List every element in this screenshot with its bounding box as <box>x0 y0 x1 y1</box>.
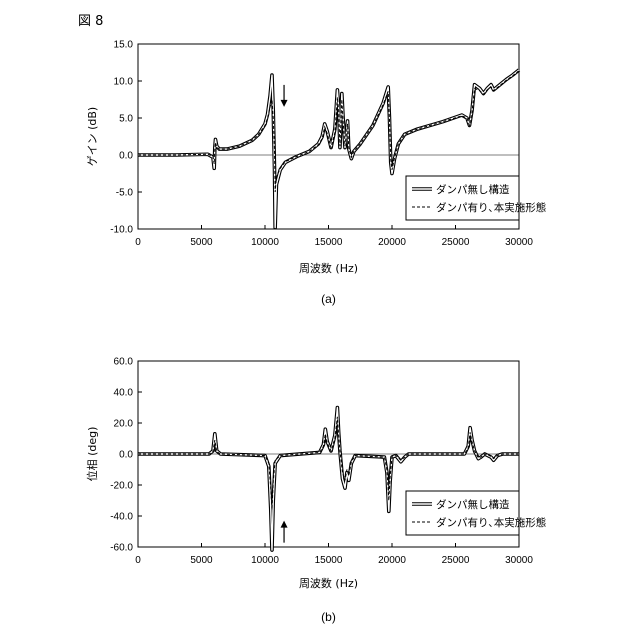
legend: ダンパ無し構造ダンパ有り､本実施形態 <box>406 176 546 220</box>
arrow-head <box>281 521 288 528</box>
annotation-arrow <box>281 85 288 107</box>
x-tick-label: 20000 <box>378 555 406 566</box>
legend-label: ダンパ無し構造 <box>436 498 510 511</box>
y-tick-label: -10.0 <box>110 225 133 236</box>
x-axis-label: 周波数 (Hz) <box>299 577 358 590</box>
x-tick-label: 30000 <box>505 237 533 248</box>
x-tick-label: 20000 <box>378 237 406 248</box>
annotation-arrow <box>281 521 288 543</box>
x-tick-label: 5000 <box>190 555 213 566</box>
y-tick-label: -40.0 <box>110 512 133 523</box>
chart-b: 0 5000 10000 15000 20000 25000 30000 -60.0 -40.0… <box>85 357 546 625</box>
x-tick-label: 0 <box>135 237 141 248</box>
x-tick-label: 0 <box>135 555 141 566</box>
y-tick-label: -20.0 <box>110 481 133 492</box>
x-tick-label: 10000 <box>251 237 279 248</box>
y-axis-label: 位相 (deg) <box>85 427 99 482</box>
x-tick-label: 25000 <box>442 237 470 248</box>
x-tick-label: 5000 <box>190 237 213 248</box>
y-tick-label: 0.0 <box>119 151 133 162</box>
y-tick-label: -60.0 <box>110 543 133 554</box>
x-tick-label: 25000 <box>442 555 470 566</box>
legend-label: ダンパ有り､本実施形態 <box>436 516 546 529</box>
y-tick-label: 10.0 <box>114 77 134 88</box>
y-tick-label: -5.0 <box>116 188 134 199</box>
y-tick-label: 60.0 <box>114 357 134 368</box>
legend: ダンパ無し構造ダンパ有り､本実施形態 <box>406 491 546 535</box>
y-tick-label: 20.0 <box>114 419 134 430</box>
y-tick-label: 0.0 <box>119 450 133 461</box>
legend-label: ダンパ有り､本実施形態 <box>436 201 546 214</box>
x-tick-label: 15000 <box>315 237 343 248</box>
legend-label: ダンパ無し構造 <box>436 183 510 196</box>
x-tick-label: 15000 <box>315 555 343 566</box>
y-axis-label: ゲイン (dB) <box>86 107 99 166</box>
x-tick-label: 30000 <box>505 555 533 566</box>
x-tick-label: 10000 <box>251 555 279 566</box>
chart-caption: (b) <box>321 610 336 624</box>
chart-caption: (a) <box>321 292 336 306</box>
x-axis-label: 周波数 (Hz) <box>299 262 358 275</box>
arrow-head <box>281 100 288 107</box>
y-tick-label: 15.0 <box>114 40 134 51</box>
y-tick-label: 40.0 <box>114 388 134 399</box>
y-tick-label: 5.0 <box>119 114 133 125</box>
chart-a: 0 5000 10000 15000 20000 25000 30000 -10.0 -5.0 0… <box>86 40 546 307</box>
